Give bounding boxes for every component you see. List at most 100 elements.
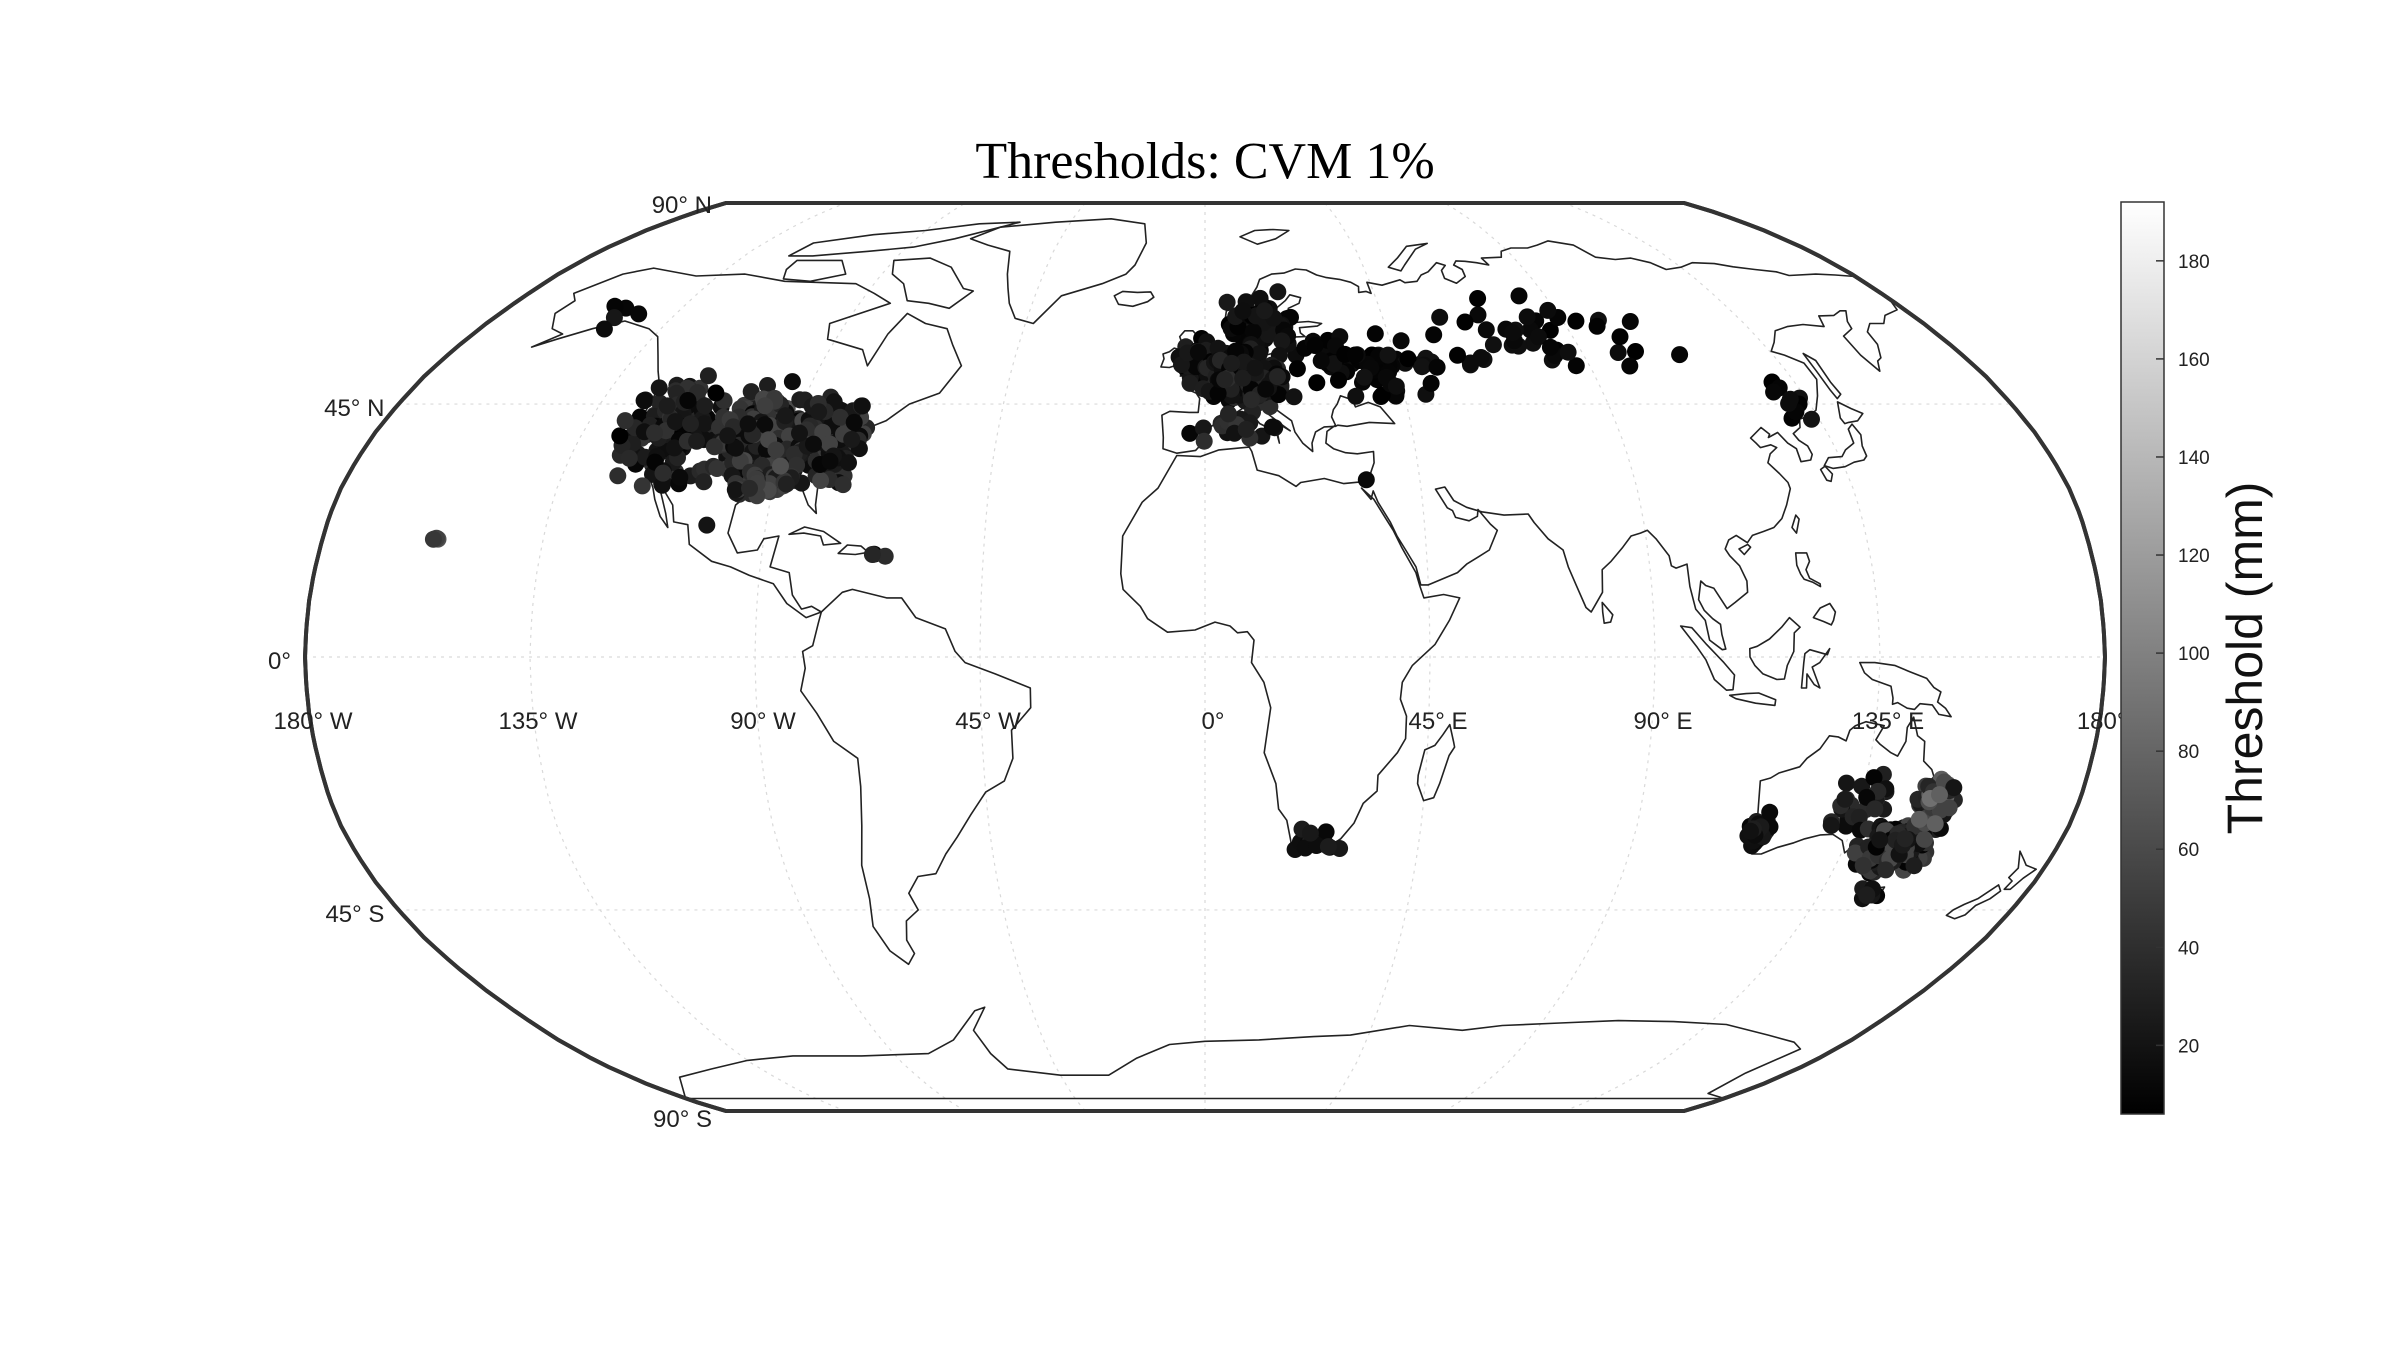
coastline-antarctica (678, 1006, 1802, 1100)
station-marker (695, 473, 713, 491)
station-marker (1425, 326, 1443, 344)
station-marker (595, 320, 613, 338)
colorbar-ticks: 20 40 60 80 100 120 140 160 180 (2156, 252, 2210, 1057)
station-marker (1742, 822, 1759, 840)
lon-label: 45° E (1409, 708, 1468, 735)
coastline-cuba (788, 526, 842, 546)
coastline-baffin (891, 257, 975, 310)
coastline-svalbard (1239, 228, 1290, 245)
station-marker (731, 452, 749, 470)
station-marker (776, 407, 794, 425)
lon-label: 0° (1202, 708, 1225, 735)
station-marker (1559, 343, 1577, 361)
coastline-sakhalin (1802, 352, 1842, 400)
station-marker (605, 309, 623, 327)
station-marker (1392, 332, 1410, 350)
coastline-japan-hokkaido (1836, 401, 1864, 425)
station-marker (1510, 287, 1528, 305)
station-marker (1357, 471, 1375, 489)
station-marker (1781, 390, 1799, 408)
station-marker (630, 305, 648, 323)
station-marker (1761, 803, 1779, 821)
station-marker (1896, 830, 1914, 848)
station-marker (1449, 346, 1466, 364)
colorbar-tick-label: 180 (2178, 252, 2210, 273)
coastline-sumatra (1679, 625, 1736, 691)
station-marker (1456, 313, 1474, 331)
station-marker (696, 397, 714, 415)
coastline-greenland (969, 218, 1148, 325)
station-marker (1301, 824, 1319, 842)
station-marker (1399, 350, 1417, 368)
coastline-madagascar (1416, 723, 1456, 802)
graticule (305, 203, 2105, 1111)
coastline-borneo (1749, 616, 1801, 681)
station-marker (767, 441, 785, 459)
station-marker (1209, 385, 1227, 402)
station-marker (845, 413, 863, 431)
station-marker (666, 413, 684, 431)
station-marker (810, 403, 828, 421)
lon-label: 90° E (1634, 708, 1693, 735)
longitude-labels: 180° W 135° W 90° W 45° W 0° 45° E 90° E 135° E… (274, 708, 2150, 735)
station-marker (821, 452, 839, 470)
station-marker (1469, 290, 1487, 307)
colorbar-tick-label: 40 (2178, 938, 2199, 959)
station-marker (1261, 398, 1279, 416)
coastline-novaya-zemlya (1387, 242, 1428, 272)
station-marker (1428, 358, 1446, 376)
station-marker (679, 392, 697, 409)
coastline-hispaniola (837, 544, 870, 556)
station-marker (1611, 328, 1629, 346)
station-marker (1838, 774, 1855, 792)
station-marker (1269, 368, 1286, 386)
station-marker (633, 477, 651, 495)
station-marker (1472, 349, 1490, 366)
meridian-line (1563, 203, 1881, 1111)
station-marker (1223, 354, 1241, 372)
station-marker (699, 367, 717, 385)
station-marker (1539, 301, 1557, 319)
meridian-line (1324, 203, 1431, 1111)
station-marker (727, 439, 745, 457)
coastline-japan-honshu (1823, 423, 1868, 470)
coastline-japan-kyushu (1819, 465, 1834, 483)
colorbar-gradient (2120, 201, 2165, 1115)
station-marker (1836, 790, 1854, 808)
station-marker (756, 397, 774, 415)
station-marker (1588, 317, 1606, 335)
station-marker (1256, 302, 1273, 320)
station-marker (1671, 346, 1689, 364)
colorbar: 20 40 60 80 100 120 140 160 180 Threshold (mm) (2120, 201, 2273, 1115)
station-marker (1237, 420, 1255, 438)
latitude-labels: 90° N 45° N 0° 45° S 90° S (268, 192, 712, 1133)
station-marker (840, 454, 857, 472)
station-marker (1504, 324, 1522, 342)
station-marker (665, 439, 683, 457)
station-marker (853, 397, 871, 415)
station-marker (739, 415, 757, 433)
station-marker (1846, 844, 1864, 862)
coastline-java (1728, 692, 1777, 707)
station-marker (1931, 786, 1948, 804)
station-marker (742, 383, 760, 401)
station-marker (759, 377, 776, 394)
lon-label: 45° W (955, 708, 1021, 735)
station-marker (863, 546, 881, 563)
station-marker (1866, 800, 1884, 818)
colorbar-tick-label: 100 (2178, 644, 2210, 665)
station-marker (609, 467, 627, 485)
colorbar-tick-label: 20 (2178, 1036, 2199, 1057)
station-marker (671, 468, 689, 486)
station-marker (1220, 405, 1237, 423)
station-marker (1803, 410, 1820, 428)
station-marker (1216, 371, 1234, 389)
station-marker (1822, 816, 1840, 834)
station-marker (650, 379, 668, 397)
colorbar-tick-label: 160 (2178, 350, 2210, 371)
station-marker (1257, 380, 1275, 398)
station-marker (424, 530, 442, 548)
station-marker (1273, 332, 1291, 350)
colorbar-tick-label: 120 (2178, 546, 2210, 567)
colorbar-tick-label: 60 (2178, 840, 2199, 861)
